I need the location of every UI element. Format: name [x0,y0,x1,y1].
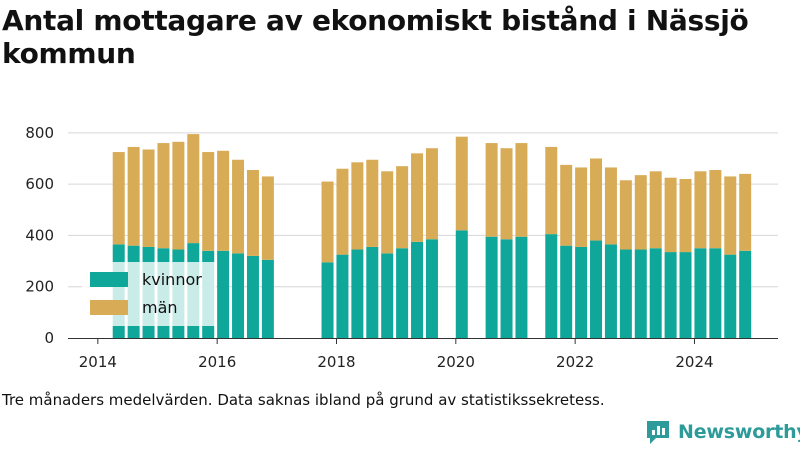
x-tick-label: 2022 [556,353,594,371]
x-axis: 2014 2016 2018 2020 2022 2024 [79,338,714,371]
bar-kvinnor [724,254,737,338]
bar-man [411,153,424,242]
chart-title: Antal mottagare av ekonomiskt bistånd i … [2,4,749,70]
bar-man [202,152,215,251]
y-tick-label: 200 [25,278,54,296]
chart-caption: Tre månaders medelvärden. Data saknas ib… [2,391,605,409]
x-tick-label: 2016 [198,353,236,371]
bar-man [381,171,394,254]
legend-swatch-1 [90,300,128,315]
bar-kvinnor [261,259,274,338]
bar-man [664,177,677,253]
bar-man [590,158,603,241]
bar-man [261,176,274,260]
bar-man [157,143,170,249]
bar-kvinnor [575,246,588,338]
brand-logo: Newsworthy [644,418,800,446]
bar-kvinnor [336,254,349,338]
bar-kvinnor [679,252,692,338]
bar-man [649,171,662,249]
bar-kvinnor [396,248,409,338]
bar-man [246,170,259,256]
bar-man [455,136,468,231]
bar-man [679,178,692,253]
bar-man [634,175,647,250]
bar-man [366,159,379,247]
bar-kvinnor [664,252,677,338]
bar-man [694,171,707,249]
x-tick-label: 2018 [317,353,355,371]
bar-man [500,148,513,240]
bar-man [321,181,334,263]
legend-label-1: män [142,298,178,317]
bar-kvinnor [411,241,424,338]
bar-man [127,146,140,246]
bar-kvinnor [709,248,722,338]
y-tick-label: 400 [25,226,54,244]
bar-kvinnor [560,245,573,338]
y-tick-label: 0 [44,329,54,347]
legend-swatch-0 [90,272,128,287]
bar-man [619,180,632,250]
bar-man [425,148,438,240]
bar-kvinnor [739,250,752,338]
bar-chart: 0 200 400 600 800 2014 2016 2018 2020 2022 2024 k… [25,124,778,371]
bar-kvinnor [515,236,528,338]
bar-kvinnor [232,253,245,338]
bar-man [112,152,125,245]
bar-man [515,143,528,237]
bar-man [232,159,245,254]
legend: kvinnor män [82,262,216,326]
bar-man [724,176,737,255]
y-axis: 0 200 400 600 800 [25,124,54,347]
bar-kvinnor [425,239,438,338]
bar-kvinnor [619,249,632,338]
bar-kvinnor [649,248,662,338]
x-tick-label: 2024 [675,353,713,371]
x-tick-label: 2014 [79,353,117,371]
bar-man [172,141,185,250]
brand-name: Newsworthy [678,421,800,443]
bar-man [604,167,617,245]
bar-kvinnor [246,255,259,338]
bar-kvinnor [217,250,230,338]
newsworthy-logo-icon [647,421,669,444]
bar-man [351,162,364,250]
bar-man [187,134,200,244]
bar-man [396,166,409,249]
bar-kvinnor [321,262,334,338]
bar-kvinnor [634,249,647,338]
bar-kvinnor [455,230,468,338]
bar-kvinnor [604,244,617,338]
bar-man [336,168,349,255]
bar-man [485,143,498,237]
y-tick-label: 600 [25,175,54,193]
bar-man [575,167,588,247]
bar-kvinnor [351,249,364,338]
bar-man [142,149,155,247]
bar-series [112,134,752,338]
bar-man [739,173,752,251]
legend-label-0: kvinnor [142,270,202,289]
bar-man [545,146,558,235]
bar-kvinnor [590,240,603,338]
bar-man [217,150,230,251]
bar-kvinnor [545,234,558,338]
x-tick-label: 2020 [437,353,475,371]
bar-man [709,170,722,249]
bar-kvinnor [694,248,707,338]
bar-kvinnor [381,253,394,338]
bar-man [560,164,573,246]
bar-kvinnor [366,246,379,338]
y-tick-label: 800 [25,124,54,142]
bar-kvinnor [485,236,498,338]
bar-kvinnor [500,239,513,338]
